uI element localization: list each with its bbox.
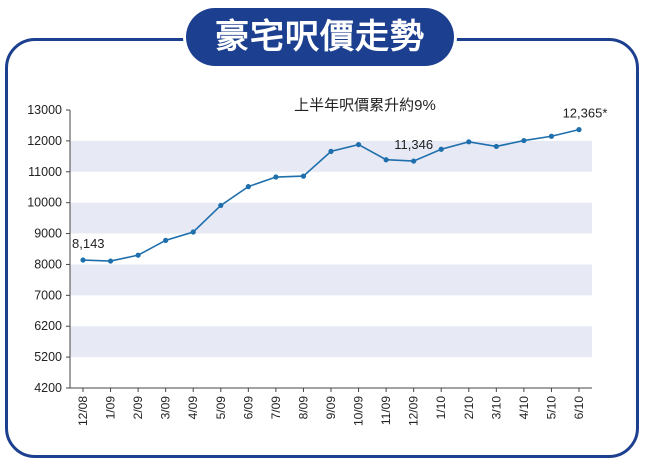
x-tick-label: 6/09 — [241, 396, 255, 420]
x-tick-label: 4/09 — [186, 396, 200, 420]
data-point — [218, 202, 224, 209]
data-point — [521, 137, 527, 144]
data-point — [383, 157, 389, 163]
y-tick-label: 9000 — [34, 227, 62, 241]
grid-band — [70, 140, 592, 172]
x-tick-label: 3/10 — [489, 396, 503, 420]
data-point — [135, 252, 141, 258]
x-tick-label: 4/10 — [517, 396, 531, 420]
y-tick-label: 10000 — [27, 196, 62, 210]
data-label: 12,365* — [563, 106, 608, 121]
y-tick-label: 8000 — [34, 257, 62, 271]
x-tick-label: 2/09 — [131, 396, 145, 420]
y-tick-label: 6200 — [34, 319, 62, 333]
x-tick-label: 10/09 — [352, 396, 366, 426]
y-tick-label: 11000 — [28, 165, 62, 179]
data-point — [163, 237, 169, 243]
x-tick-label: 11/09 — [379, 396, 393, 425]
y-tick-label: 12000 — [27, 134, 62, 148]
data-point — [107, 258, 114, 264]
grid-band — [70, 326, 592, 358]
y-tick-label: 13000 — [27, 103, 62, 117]
x-tick-label: 5/10 — [544, 396, 558, 420]
x-tick-label: 3/09 — [159, 396, 173, 420]
chart-title: 豪宅呎價走勢 — [215, 17, 425, 57]
grid-band — [70, 264, 592, 296]
data-point — [300, 173, 307, 179]
data-point — [411, 158, 417, 164]
y-tick-label: 7000 — [34, 288, 62, 302]
data-point — [273, 174, 279, 180]
grid-band — [70, 202, 592, 234]
title-tab — [186, 8, 454, 66]
x-tick-label: 6/10 — [572, 396, 586, 420]
x-tick-label: 1/10 — [434, 396, 448, 420]
y-tick-label: 4200 — [34, 381, 62, 395]
x-tick-label: 7/09 — [269, 396, 283, 420]
data-point — [548, 133, 555, 139]
x-tick-label: 12/08 — [76, 396, 90, 426]
data-label: 11,346 — [394, 137, 433, 152]
x-tick-label: 12/09 — [407, 396, 421, 426]
data-point — [438, 146, 444, 152]
data-point — [355, 141, 362, 148]
x-tick-label: 1/09 — [104, 396, 118, 420]
y-tick-label: 5200 — [34, 350, 62, 364]
data-point — [80, 257, 86, 263]
data-label: 8,143 — [72, 236, 105, 251]
x-tick-label: 2/10 — [462, 396, 476, 420]
data-point — [328, 148, 334, 154]
data-point — [190, 229, 196, 235]
data-point — [493, 143, 499, 150]
data-point — [466, 139, 472, 145]
x-tick-label: 9/09 — [324, 396, 338, 420]
data-point — [576, 127, 582, 133]
chart-subtitle: 上半年呎價累升約9% — [294, 97, 436, 114]
x-tick-label: 8/09 — [296, 396, 310, 420]
data-point — [245, 184, 251, 190]
x-tick-label: 5/09 — [214, 396, 228, 420]
